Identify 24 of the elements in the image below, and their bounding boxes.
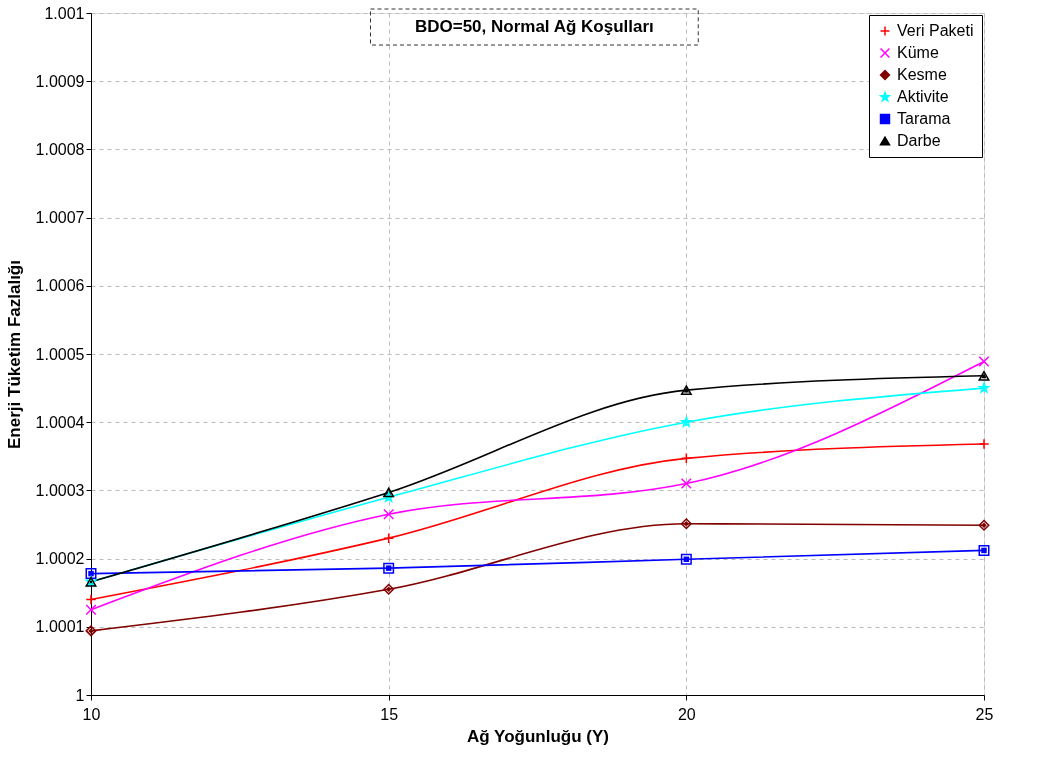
legend-label: Darbe (897, 132, 941, 149)
y-tick-label: 1.001 (44, 4, 85, 22)
x-axis-title: Ağ Yoğunluğu (Y) (467, 726, 609, 746)
legend-label: Tarama (897, 110, 951, 127)
legend-label: Aktivite (897, 88, 949, 105)
y-tick-label: 1.0009 (35, 72, 85, 90)
annotation: BDO=50, Normal Ağ Koşulları (414, 17, 654, 36)
y-tick-label: 1.0008 (35, 140, 85, 158)
legend-label: Kesme (897, 66, 947, 83)
legend-label: Veri Paketi (897, 22, 974, 39)
y-tick-label: 1.0005 (35, 345, 85, 363)
x-tick-label: 15 (380, 705, 399, 723)
x-tick-label: 25 (975, 705, 994, 723)
y-axis-title: Enerji Tüketim Fazlalığı (4, 260, 24, 449)
y-tick-label: 1.0001 (35, 618, 85, 636)
x-tick-label: 20 (677, 705, 696, 723)
y-tick-label: 1.0004 (35, 413, 85, 431)
x-tick-label: 10 (82, 705, 101, 723)
y-tick-label: 1.0002 (35, 550, 85, 568)
legend-label: Küme (897, 44, 939, 61)
y-tick-label: 1.0007 (35, 209, 85, 227)
y-tick-label: 1 (75, 686, 85, 704)
y-tick-label: 1.0006 (35, 277, 85, 295)
y-tick-label: 1.0003 (35, 481, 85, 499)
